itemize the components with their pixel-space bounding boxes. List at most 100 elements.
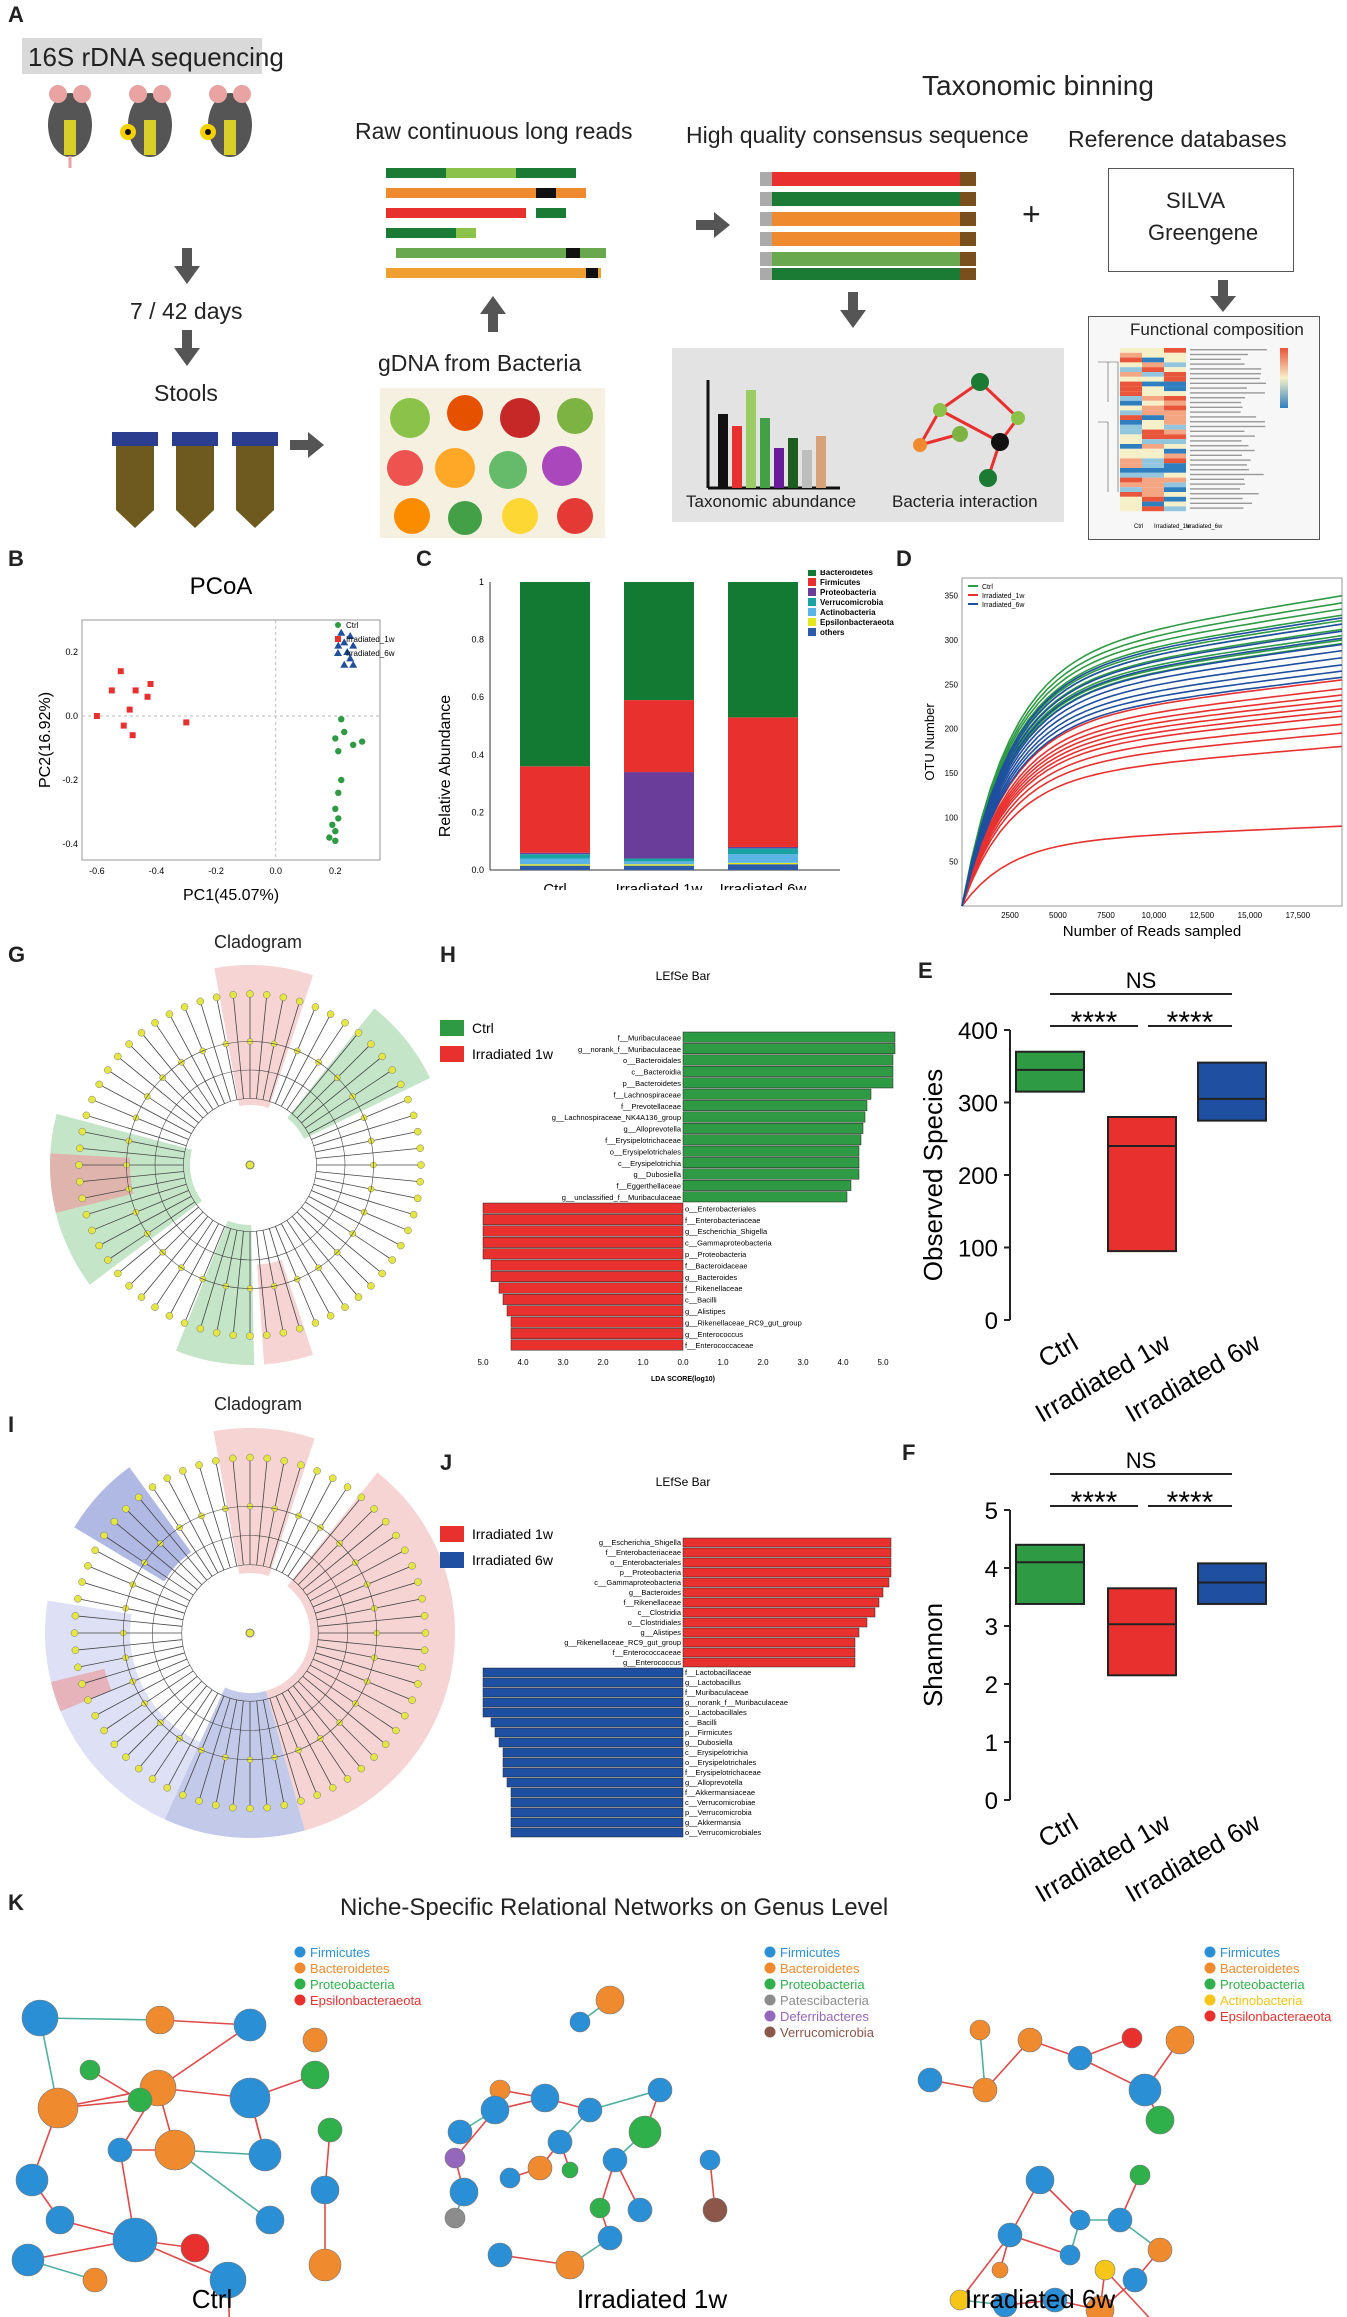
network-node (444, 2147, 466, 2169)
panel-label-e: E (918, 958, 933, 983)
x-tick-label: Ctrl (1033, 1327, 1083, 1373)
tree-branch (281, 1693, 334, 1788)
data-point (340, 638, 349, 646)
lefse-taxon-label: g__Rikenellaceae_RC9_gut_group (685, 1318, 802, 1327)
y-tick-label: 250 (945, 680, 959, 689)
x-tick-label: 2.0 (757, 1358, 769, 1367)
tree-node (165, 1010, 174, 1018)
tree-root (245, 1628, 255, 1638)
heatmap-cell (1164, 501, 1186, 507)
tree-branch (169, 1223, 220, 1316)
tree-branch (128, 1043, 204, 1119)
tree-node (404, 1095, 412, 1104)
rarefaction-curve (961, 614, 1343, 907)
heatmap-row-label (1190, 483, 1245, 485)
tree-branch (256, 1231, 268, 1336)
network-node (1069, 2209, 1091, 2231)
tree-branch (256, 994, 268, 1099)
legend-dot (764, 1962, 776, 1974)
lefse-taxon-label: f__Lactobacillaceae (685, 1668, 751, 1677)
rarefaction-curve (961, 825, 1343, 907)
tree-branch (287, 1689, 348, 1780)
heatmap-cell (1164, 420, 1186, 425)
tree-node (354, 1029, 363, 1037)
lefse-bar (682, 1157, 860, 1169)
heatmap-row-label (1190, 358, 1241, 360)
tree-node (246, 1453, 254, 1462)
tree-branch (87, 1658, 188, 1701)
cladogram-i (44, 1428, 455, 1838)
network-node (1129, 2164, 1151, 2186)
heatmap-cell (1164, 357, 1186, 363)
lefse-bar-h: LEfSe Bar Ctrl Irradiated 1w f__Muribaculac… (440, 969, 896, 1383)
legend-dot (1204, 1978, 1216, 1990)
greengene-label: Greengene (1148, 220, 1259, 245)
tree-branch (169, 1014, 220, 1107)
lefse-bar (510, 1328, 684, 1340)
tree-node (151, 1019, 159, 1027)
tree-node (180, 1319, 189, 1327)
tree-node (341, 1019, 349, 1027)
tree-node (297, 1461, 305, 1469)
tree-branch (232, 1458, 244, 1566)
lefse-bar (682, 1111, 866, 1123)
legend-swatch (808, 588, 816, 596)
tree-branch (305, 1201, 393, 1261)
tree-branch (291, 1216, 359, 1298)
tree-node (104, 1256, 112, 1264)
x-tick-label: 2500 (1001, 911, 1019, 920)
heatmap-row-label (1190, 368, 1262, 370)
network-node (499, 2167, 521, 2189)
tree-node (163, 1784, 172, 1792)
tree-node (417, 1161, 425, 1169)
y-axis-label: Relative Abundance (437, 695, 454, 837)
network-node (589, 2197, 611, 2219)
x-tick-label: 1.0 (717, 1358, 729, 1367)
lefse-bar (682, 1597, 880, 1608)
tree-node (78, 1578, 86, 1586)
legend-label: Epsilonbacteraeota (310, 1993, 422, 2008)
x-tick-label: 1.0 (717, 1845, 729, 1846)
heatmap-cell (1142, 472, 1164, 478)
data-point (329, 821, 336, 828)
tree-branch (286, 1220, 346, 1308)
tree-branch (99, 1195, 192, 1246)
rarefaction-curve (961, 732, 1343, 907)
tree-branch (301, 1206, 383, 1274)
tree-branch (287, 1486, 348, 1577)
heatmap-cell (1120, 472, 1142, 478)
tree-node (413, 1127, 422, 1136)
lefse-taxon-label: o__Verrucomicrobiales (685, 1828, 762, 1837)
lefse-bar (682, 1637, 856, 1648)
tree-node (71, 1612, 80, 1620)
heatmap-row-label (1190, 411, 1241, 413)
clade-highlight (213, 1428, 315, 1577)
box (1197, 1061, 1267, 1122)
tree-branch (313, 1114, 414, 1147)
lefse-bar (482, 1687, 684, 1698)
network-node (308, 2248, 342, 2282)
lefse-taxon-label: o__Clostridiales (628, 1618, 682, 1627)
lefse-bar (682, 1088, 872, 1100)
tree-branch (95, 1549, 190, 1602)
lefse-bar (482, 1236, 684, 1248)
tree-node (280, 1801, 288, 1809)
tree-node (88, 1226, 96, 1235)
heatmap-cell (1164, 424, 1186, 430)
significance-label: NS (1126, 1448, 1157, 1473)
x-tick-label: 2.0 (757, 1845, 769, 1846)
heatmap-cell (1164, 472, 1186, 478)
arrow-down-icon (174, 248, 200, 284)
lefse-taxon-label: g__Enterococcus (685, 1330, 743, 1339)
tree-node (78, 1680, 86, 1688)
heatmap-cell (1120, 381, 1142, 387)
data-point (335, 789, 342, 796)
tree-node (388, 1066, 396, 1074)
tree-node (397, 1080, 405, 1089)
lefse-bar (682, 1100, 868, 1112)
heatmap-cell (1142, 492, 1164, 497)
tree-branch (128, 1211, 204, 1287)
lefse-taxon-label: c__Bacilli (685, 1296, 717, 1305)
network-node (310, 2175, 340, 2205)
tree-node (76, 1178, 84, 1186)
